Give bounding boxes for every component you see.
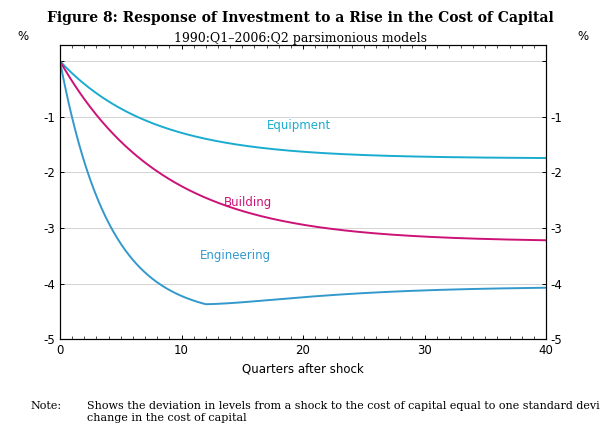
Text: Engineering: Engineering (200, 248, 271, 262)
Text: %: % (17, 30, 28, 43)
Text: Building: Building (224, 196, 272, 209)
Text: Figure 8: Response of Investment to a Rise in the Cost of Capital: Figure 8: Response of Investment to a Ri… (47, 11, 553, 25)
X-axis label: Quarters after shock: Quarters after shock (242, 363, 364, 376)
Text: Equipment: Equipment (266, 119, 331, 132)
Text: change in the cost of capital: change in the cost of capital (87, 413, 247, 424)
Text: Note:: Note: (30, 401, 61, 411)
Text: Shows the deviation in levels from a shock to the cost of capital equal to one s: Shows the deviation in levels from a sho… (87, 401, 600, 411)
Text: 1990:Q1–2006:Q2 parsimonious models: 1990:Q1–2006:Q2 parsimonious models (173, 32, 427, 45)
Text: %: % (578, 30, 589, 43)
